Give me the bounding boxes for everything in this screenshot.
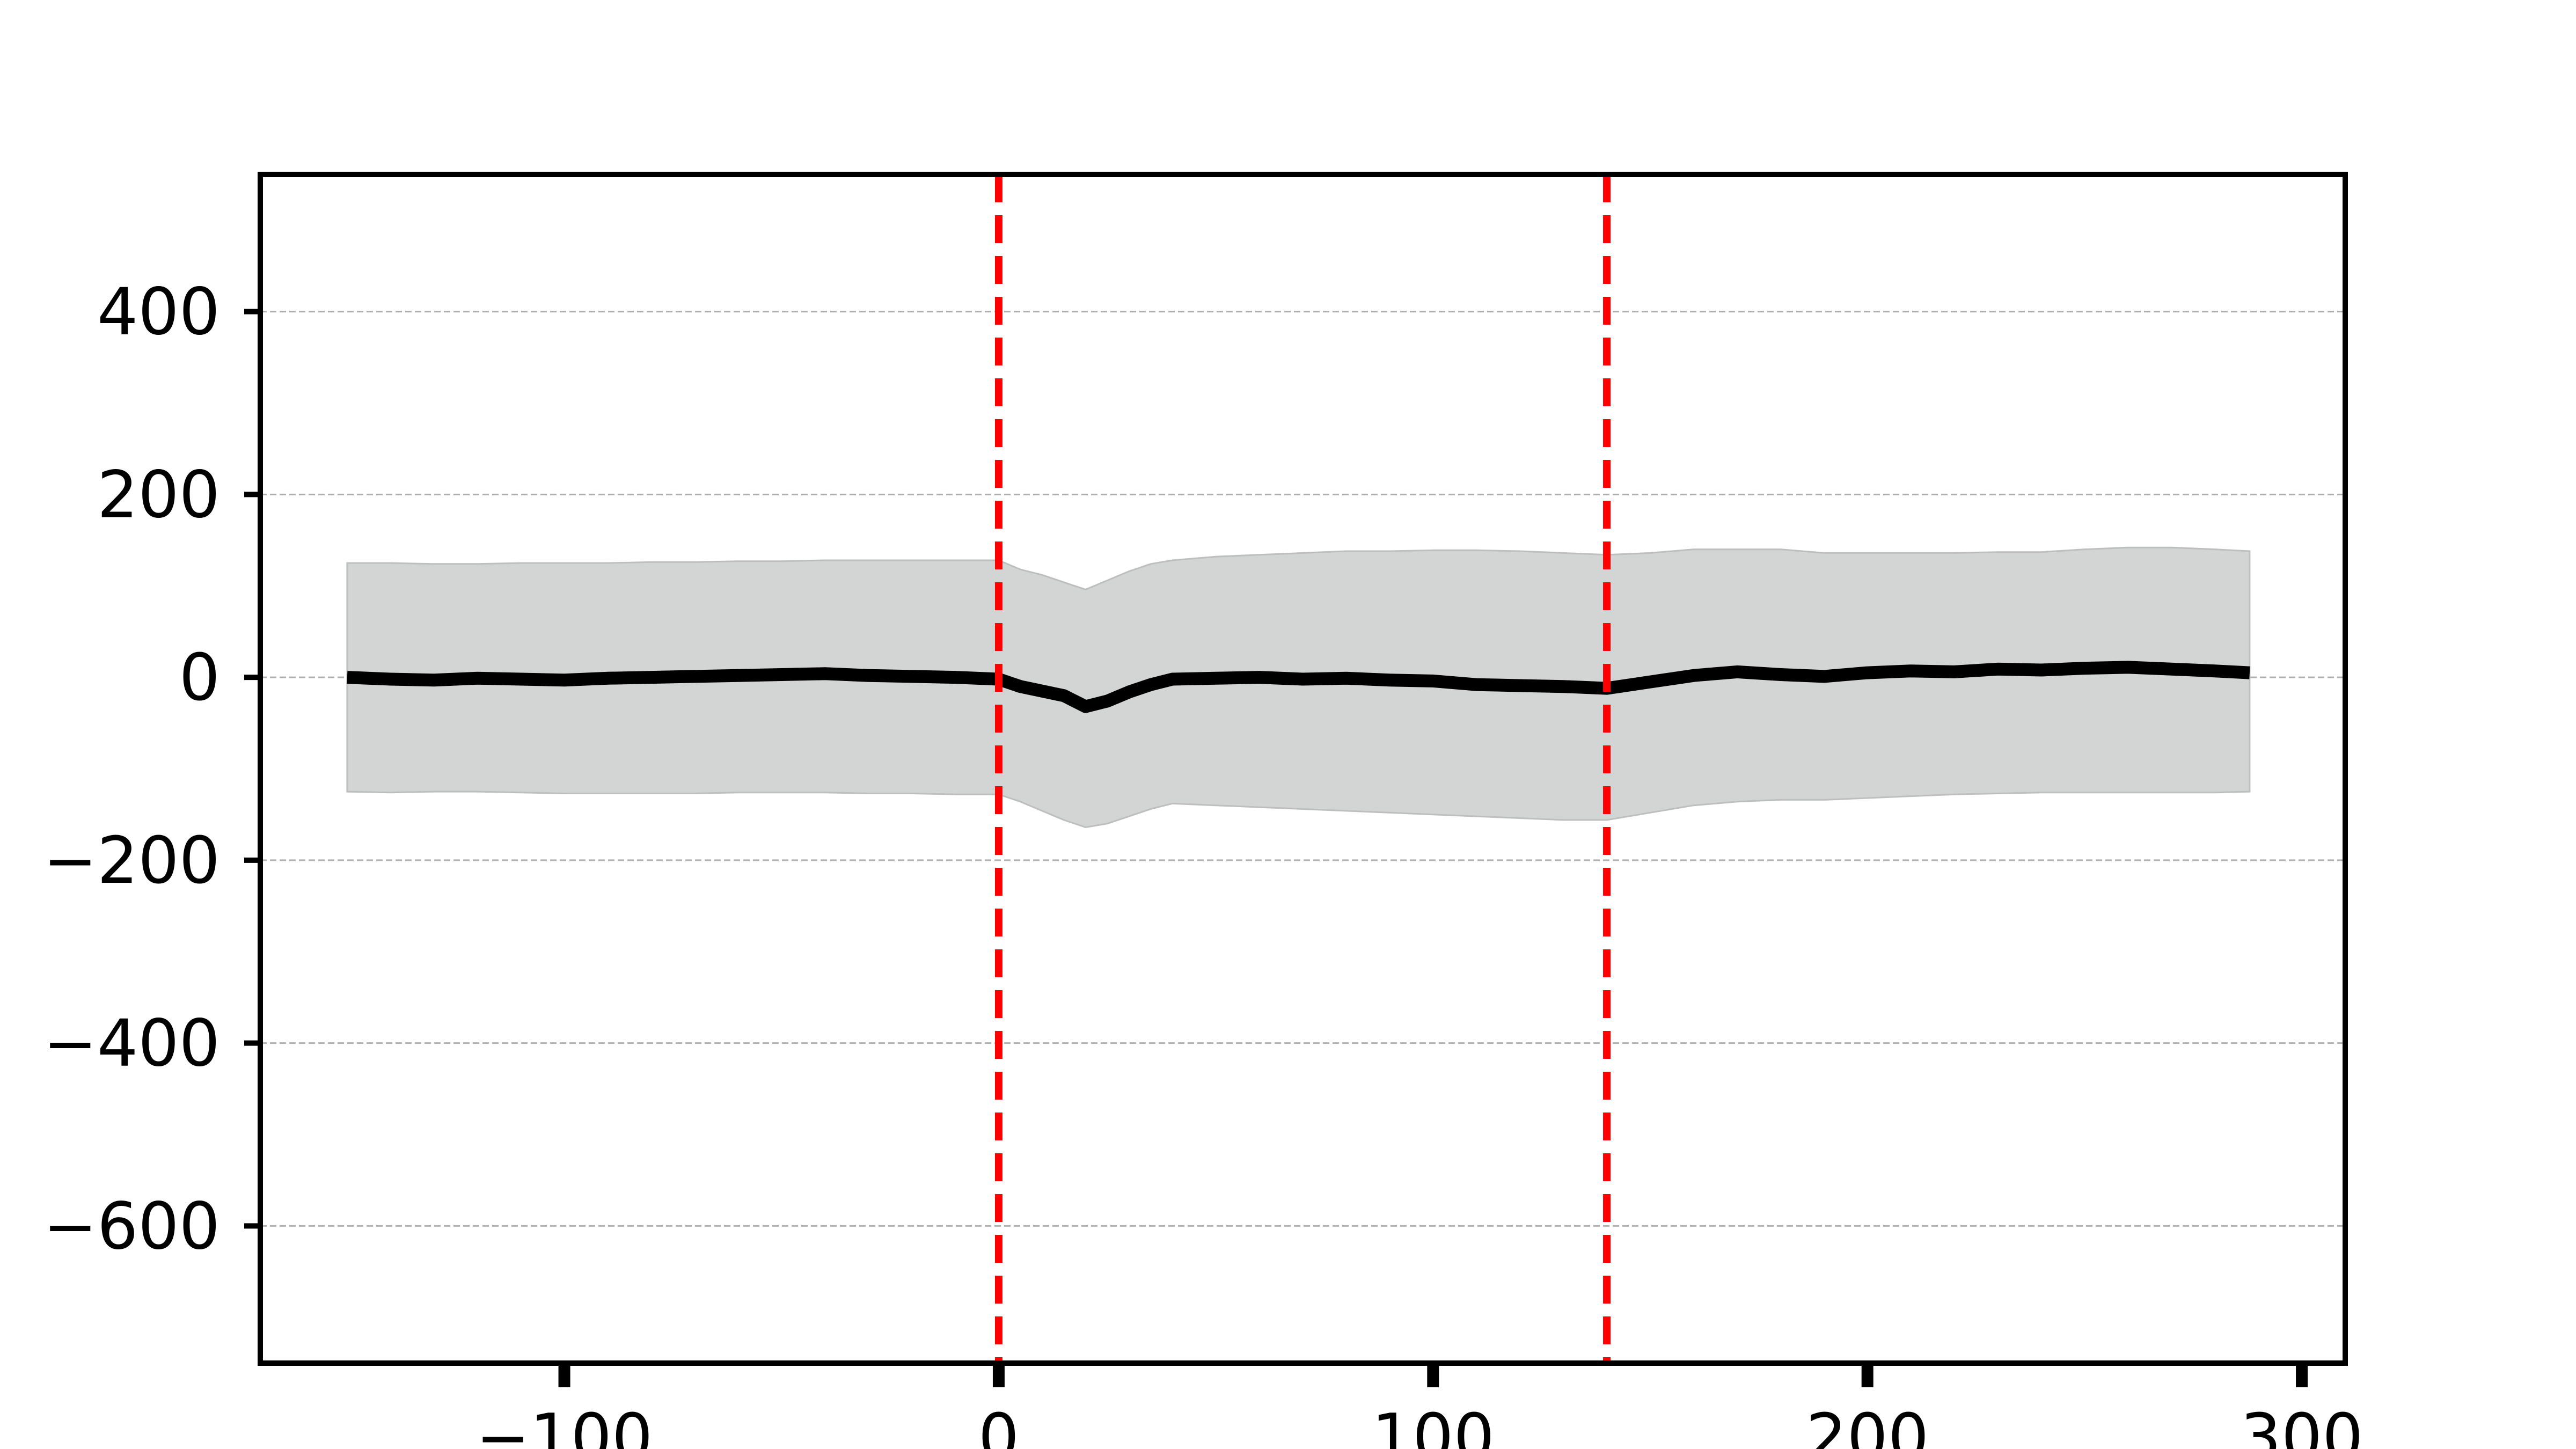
x-tick-label-1: 0 [978, 1401, 1019, 1449]
x-tick-label-4: 300 [2241, 1401, 2363, 1449]
y-tick-label-1: −400 [43, 1007, 220, 1081]
y-tick-label-5: 400 [97, 275, 220, 350]
y-tick-label-2: −200 [43, 824, 220, 898]
y-tick-label-4: 200 [97, 458, 220, 532]
y-tick-label-3: 0 [179, 641, 220, 715]
x-tick-label-0: −100 [476, 1401, 653, 1449]
confidence-band-0 [347, 547, 2250, 827]
x-tick-label-3: 200 [1806, 1401, 1929, 1449]
y-tick-label-0: −600 [43, 1189, 220, 1264]
x-tick-label-2: 100 [1372, 1401, 1495, 1449]
